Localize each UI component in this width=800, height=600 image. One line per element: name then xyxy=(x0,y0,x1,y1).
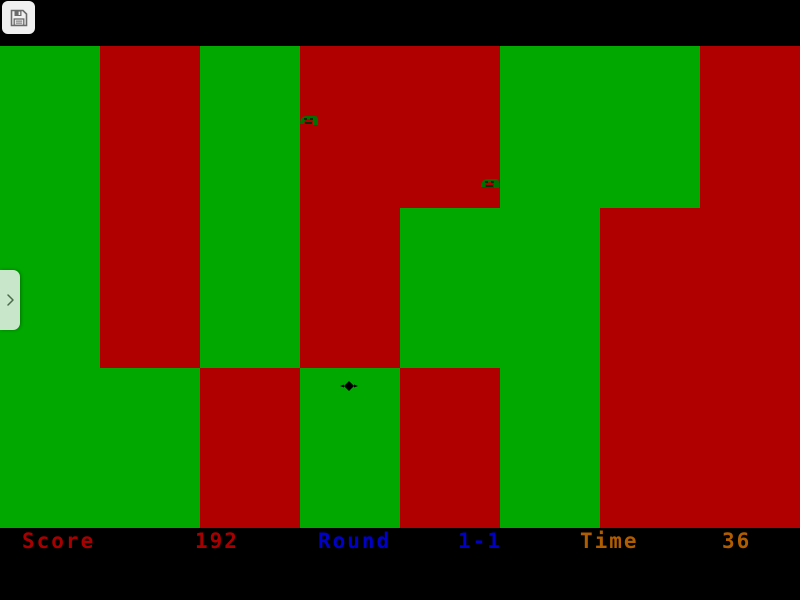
status-bar: Score 192 Round 1-1 Time 36 xyxy=(0,528,800,600)
player-sprite xyxy=(340,379,358,393)
maze-tile xyxy=(300,368,400,528)
maze-tile xyxy=(600,208,800,368)
enemy-sprite xyxy=(479,176,501,192)
chevron-right-icon xyxy=(5,292,16,308)
time-value: 36 xyxy=(722,529,752,553)
maze-tile xyxy=(200,368,300,528)
round-value: 1-1 xyxy=(458,529,502,553)
save-floppy-icon xyxy=(9,8,29,28)
enemy-sprite xyxy=(298,113,320,129)
maze-tile xyxy=(500,368,600,528)
time-label: Time xyxy=(580,529,639,553)
maze-tile xyxy=(400,368,500,528)
round-label: Round xyxy=(318,529,392,553)
maze-tile xyxy=(100,368,200,528)
score-label: Score xyxy=(22,529,96,553)
save-button[interactable] xyxy=(2,1,35,34)
maze-tile xyxy=(400,208,600,368)
score-value: 192 xyxy=(195,529,239,553)
maze-tile xyxy=(100,46,200,368)
maze-tile xyxy=(600,368,800,528)
game-playfield[interactable] xyxy=(0,46,800,528)
toolbar xyxy=(0,0,800,40)
side-panel-toggle[interactable] xyxy=(0,270,20,330)
maze-tile xyxy=(700,46,800,208)
